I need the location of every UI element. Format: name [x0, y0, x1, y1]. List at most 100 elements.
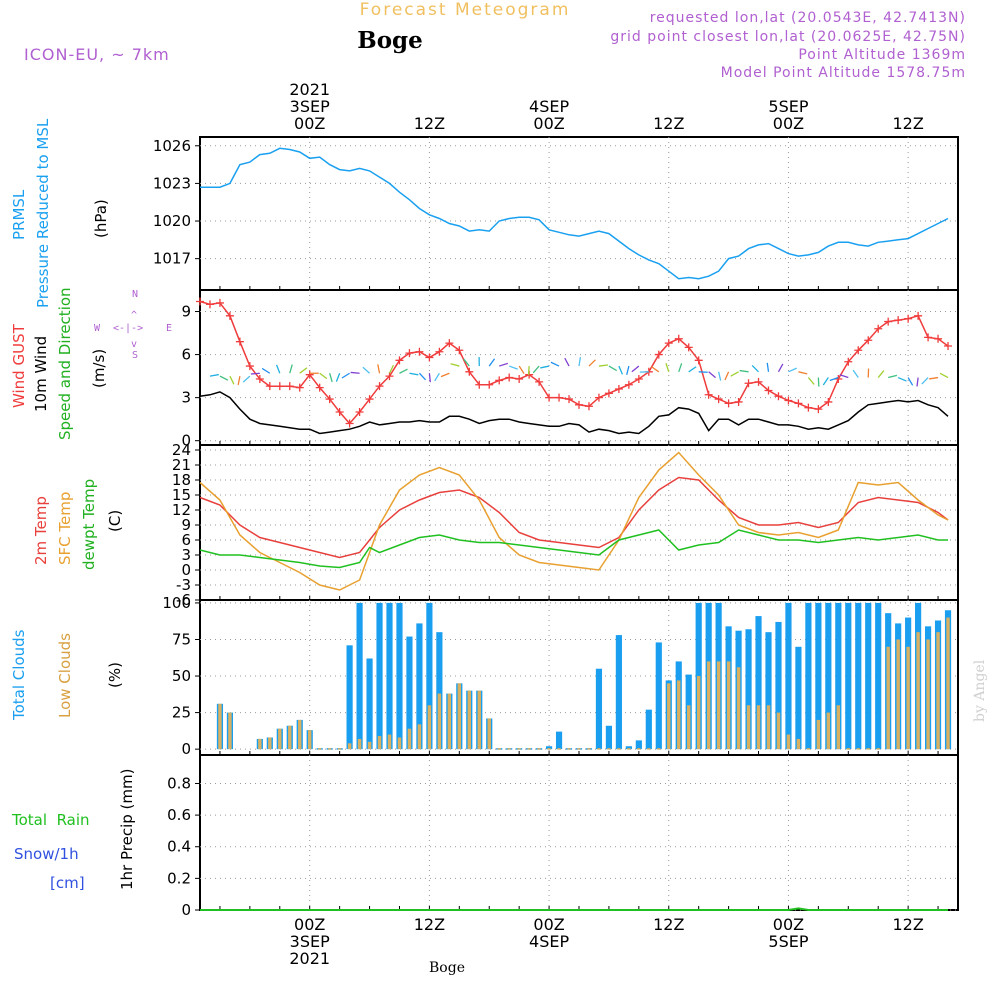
cloud-bar-total [595, 668, 603, 750]
low-cloud-label: Low Clouds [56, 633, 74, 718]
compass-e: E [166, 323, 172, 334]
compass-vert2: v [131, 339, 137, 350]
wind-arrow [463, 358, 470, 367]
series-wind-gust [199, 300, 949, 425]
cloud-bar-total [426, 602, 433, 750]
cloud-bar-low [856, 748, 860, 750]
wind-arrow [916, 377, 919, 387]
gust-marker [575, 400, 583, 409]
cloud-bar-low [667, 683, 671, 750]
cloud-bar-low [637, 748, 641, 750]
cloud-bar-total [645, 709, 652, 750]
series-total-rain [200, 907, 948, 911]
wind-arrow [608, 365, 618, 372]
wind-arrow [626, 365, 630, 375]
cloud-bar-low [806, 748, 811, 750]
wind-arrow [564, 357, 570, 367]
rain-label: Total Rain [11, 811, 90, 829]
gust-marker [325, 395, 334, 404]
clouds-ytick-label: 50 [172, 667, 191, 685]
wind-arrow [939, 372, 949, 379]
temperature-ytick-label: 21 [172, 456, 191, 474]
gust-marker [196, 297, 204, 306]
gust-marker [405, 349, 414, 358]
series-dewpt-temp [199, 529, 948, 569]
cloud-bar-low [507, 748, 511, 750]
wind-arrow [250, 372, 260, 375]
cloud-bar-low [457, 683, 462, 750]
series-prmsl [200, 147, 949, 280]
top-time-label: 12Z [892, 114, 923, 133]
cloud-bar-low [776, 712, 781, 750]
wind-ytick-label: 9 [181, 303, 191, 321]
top-time-label: 00Z [773, 114, 804, 133]
bottom-time-label: 12Z [892, 915, 923, 934]
wind-arrow [237, 375, 241, 386]
cloud-bar-total [406, 636, 413, 750]
temperature-ytick-label: 24 [172, 441, 191, 459]
cloud-bar-total [615, 635, 622, 750]
pressure-unit: (hPa) [92, 199, 110, 238]
gust-marker [764, 386, 773, 395]
wind-arrow [488, 358, 496, 367]
wind-arrow [877, 370, 885, 378]
cloud-bar-low [317, 748, 322, 750]
top-time-label: 12Z [653, 114, 684, 133]
wind-arrow [678, 363, 683, 373]
wind-arrow [777, 363, 784, 373]
cloud-bar-low [796, 738, 801, 750]
cloud-bar-low [407, 728, 412, 750]
gust-marker [884, 317, 893, 326]
wind-arrow [319, 372, 328, 380]
wind-arrow [550, 361, 560, 367]
top-time-label: 3SEP [290, 97, 330, 116]
wind-arrow [598, 364, 608, 367]
cloud-bar-low [677, 680, 681, 750]
cloud-bar-low [826, 712, 831, 750]
cloud-bar-total [875, 602, 882, 750]
clouds-ytick-label: 75 [172, 630, 191, 648]
gust-marker [914, 311, 923, 320]
cloud-bar-total [555, 731, 563, 750]
pressure-ytick-label: 1023 [153, 174, 191, 192]
cloud-bar-low [916, 632, 920, 750]
wind-arrow [388, 364, 395, 374]
temperature-ytick-label: -6 [176, 591, 191, 609]
cloud-bar-low [896, 639, 900, 750]
wind-ytick-label: 0 [181, 432, 191, 450]
cloud-bar-total [765, 632, 772, 750]
cloud-bar-total [386, 602, 393, 750]
wind-arrow [219, 375, 229, 381]
cloud-bar-low [816, 719, 821, 750]
gust-marker [485, 380, 494, 389]
compass-arrows: <-|-> [113, 323, 143, 334]
gust-marker [365, 395, 374, 404]
gust-marker [285, 382, 294, 391]
wind-arrow [289, 364, 293, 374]
cloud-bar-total [605, 725, 613, 750]
cloud-bar-total [815, 602, 822, 750]
cloud-bar-low [906, 646, 910, 750]
wind-arrow [631, 365, 640, 373]
gust-marker [714, 395, 723, 404]
cloud-bar-low [716, 661, 721, 750]
cloud-bar-low [657, 748, 661, 750]
top-time-label: 5SEP [768, 97, 808, 116]
sfc-label: SFC Temp [56, 492, 74, 565]
wind-arrow [839, 374, 849, 379]
cloud-bar-total [775, 621, 782, 750]
cloud-bar-low [308, 730, 312, 750]
gust-marker [315, 383, 324, 392]
temperature-ytick-label: 9 [181, 516, 191, 534]
model-label: ICON-EU, ~ 7km [24, 45, 170, 64]
cloud-bar-low [427, 705, 432, 750]
wind-arrow [341, 372, 350, 379]
wind-arrow [242, 375, 251, 383]
dew-label: dewpt Temp [80, 479, 98, 570]
cloud-bar-total [795, 646, 802, 750]
wind-arrow [450, 363, 460, 367]
wind-speed-label: Speed and Direction [56, 287, 74, 440]
snow-label: Snow/1h [14, 845, 79, 863]
cloud-bar-low [936, 632, 940, 750]
